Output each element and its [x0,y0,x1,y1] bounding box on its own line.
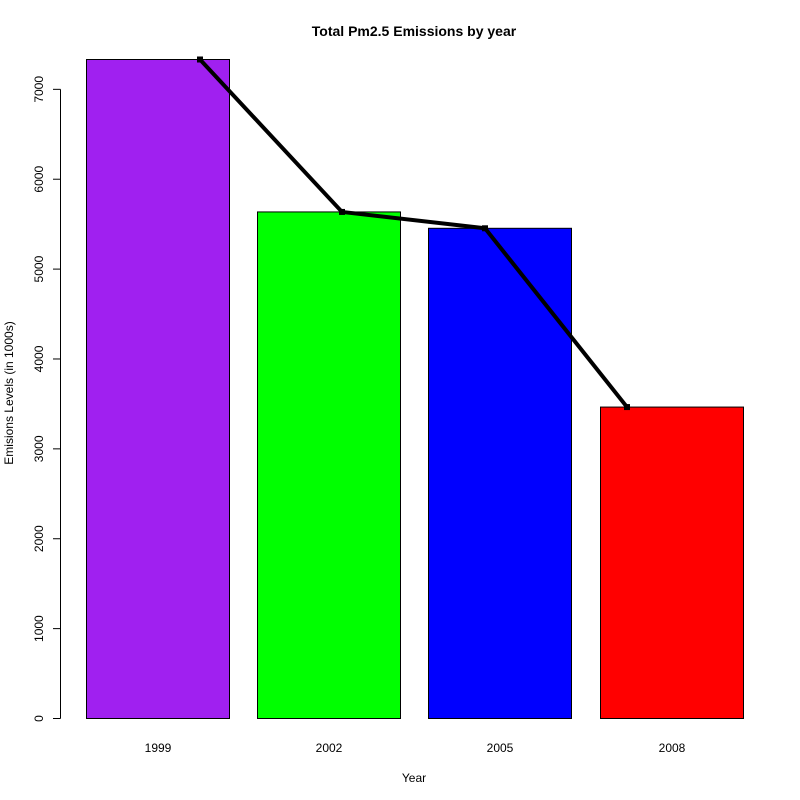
y-tick-label: 4000 [32,345,46,372]
trend-point-2008 [624,404,630,411]
bars-layer [86,59,744,720]
x-tick-label-1999: 1999 [145,741,172,755]
x-tick-label-2008: 2008 [659,741,686,755]
bar-2008 [600,406,744,719]
y-tick-label: 1000 [32,615,46,642]
chart-title: Total Pm2.5 Emissions by year [312,23,517,39]
bar-2002 [257,211,401,720]
trend-line [198,58,629,409]
x-tick-label-2002: 2002 [316,741,343,755]
trend-point-2002 [339,208,345,215]
y-axis-label: Emisions Levels (in 1000s) [2,321,16,464]
bar-2005 [428,227,572,720]
y-tick-label: 7000 [32,76,46,103]
y-tick-label: 3000 [32,435,46,462]
y-tick-label: 2000 [32,525,46,552]
y-tick-label: 0 [32,715,46,722]
x-tick-label-2005: 2005 [487,741,514,755]
y-axis: 0 1000 2000 3000 4000 5000 6000 7000 [32,76,61,722]
y-tick-label: 6000 [32,166,46,193]
x-axis-tick-labels: 1999 2002 2005 2008 [145,741,686,755]
bar-1999 [86,59,230,719]
x-axis-label: Year [402,771,426,785]
trend-point-1999 [197,56,203,63]
y-tick-label: 5000 [32,255,46,282]
trend-line-layer [197,56,630,411]
trend-point-2005 [482,225,488,232]
